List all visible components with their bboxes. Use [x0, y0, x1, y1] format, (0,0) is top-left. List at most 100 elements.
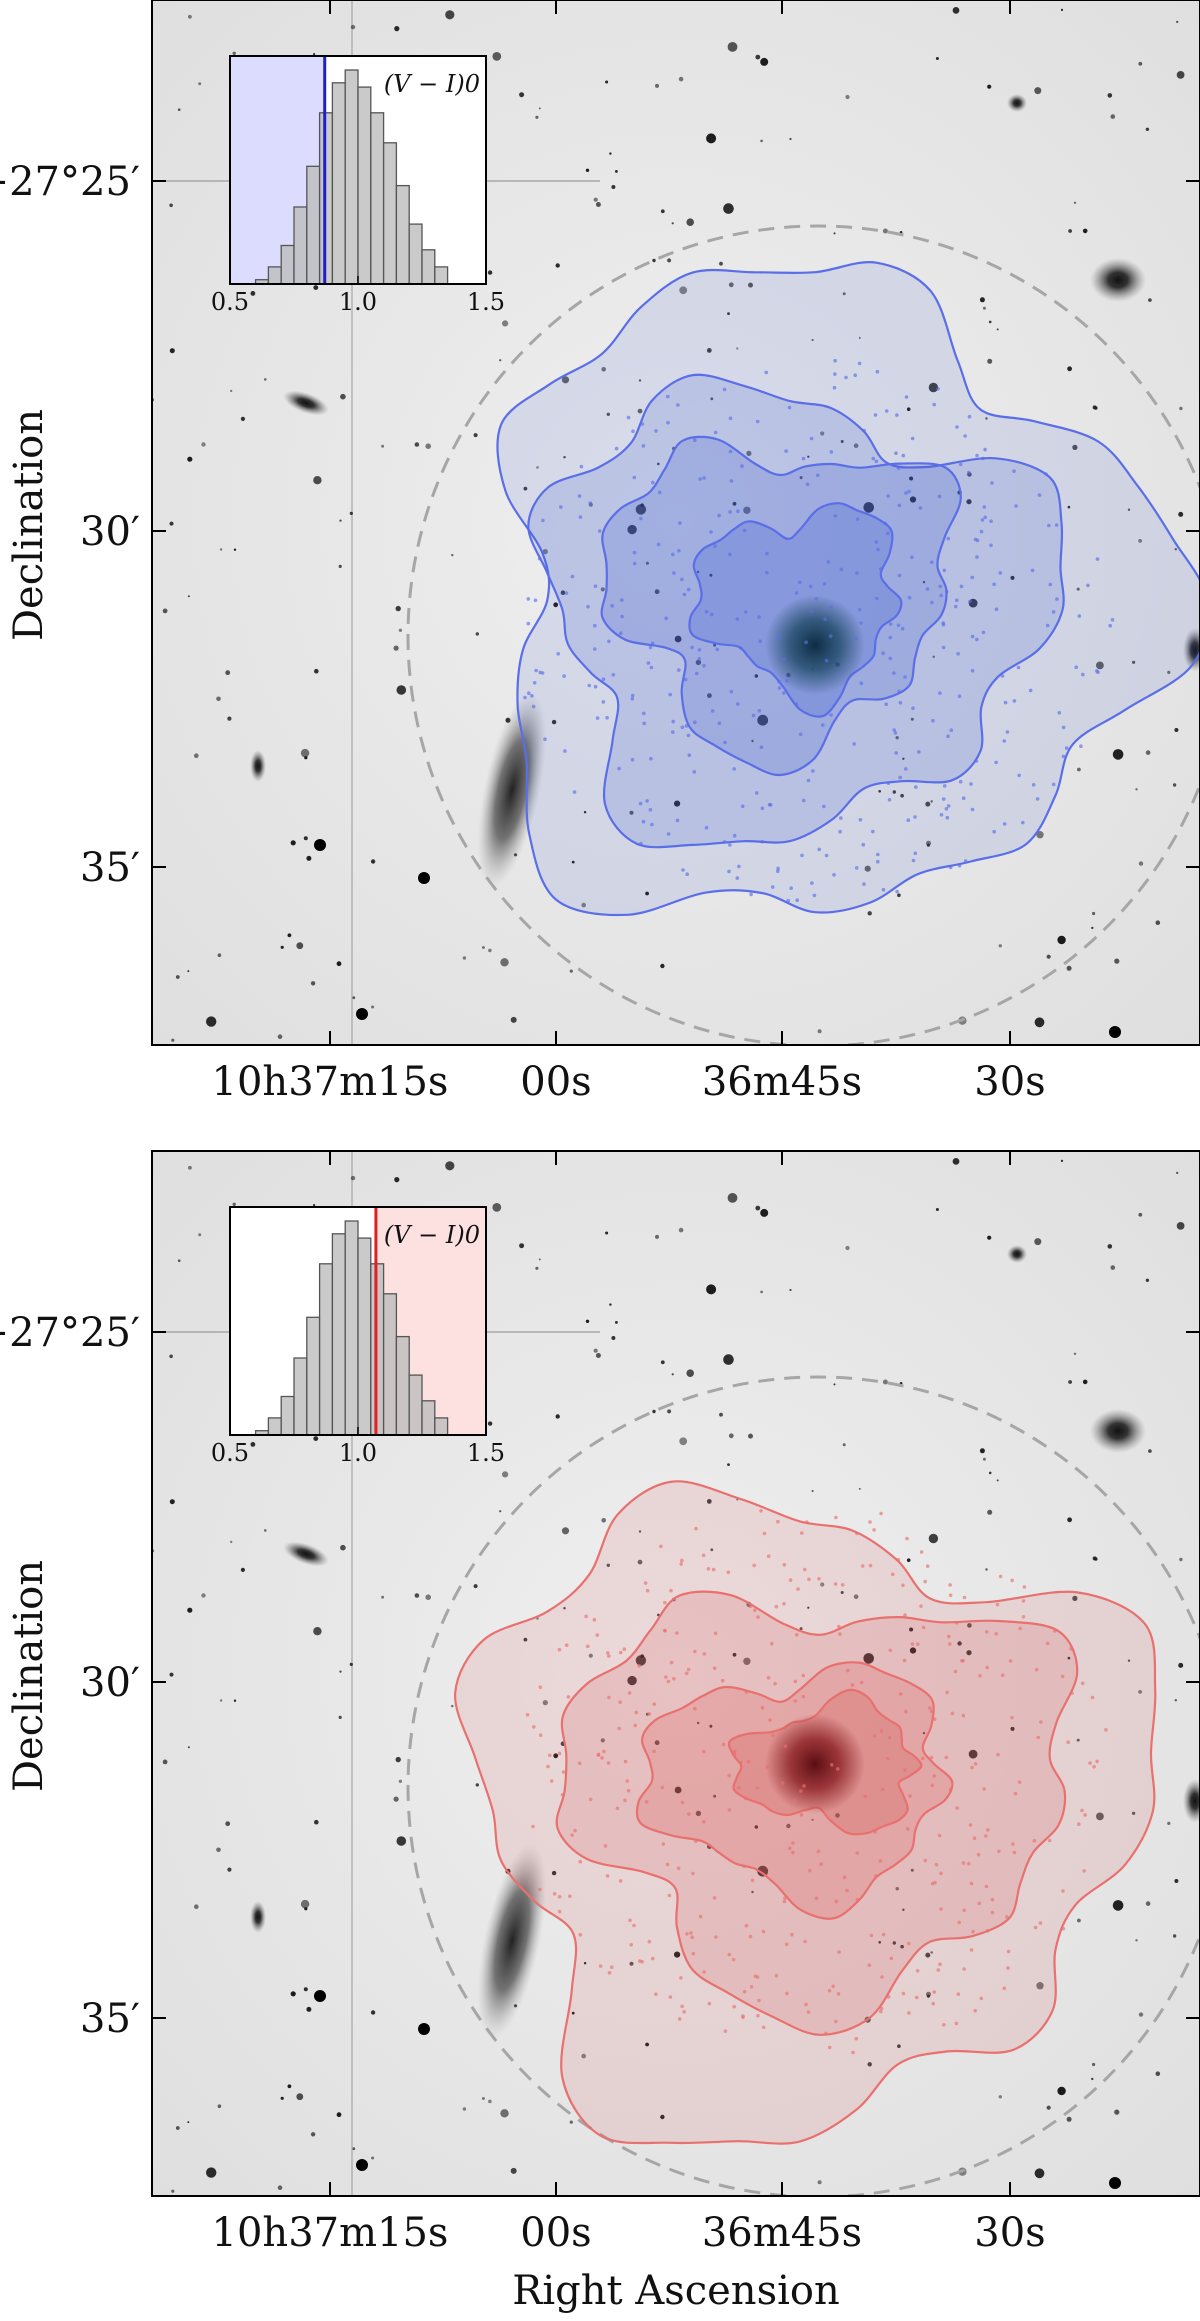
gc-candidate-point [671, 719, 675, 724]
gc-candidate-point [710, 612, 714, 617]
gc-candidate-point [904, 395, 909, 399]
star [799, 1627, 803, 1631]
star [169, 521, 174, 526]
gc-candidate-point [677, 549, 681, 553]
star [878, 1941, 881, 1944]
star [1092, 2062, 1096, 2067]
star [219, 548, 223, 551]
star [500, 958, 509, 967]
gc-candidate-point [962, 1967, 966, 1971]
gc-candidate-point [908, 1794, 912, 1798]
gc-candidate-point [805, 1520, 809, 1524]
star [445, 1161, 455, 1171]
gc-candidate-point [610, 1965, 614, 1969]
gc-candidate-point [687, 753, 692, 757]
gc-candidate-point [1047, 523, 1051, 528]
star [652, 258, 656, 263]
star [719, 261, 723, 266]
star [499, 359, 502, 362]
star [906, 1558, 911, 1562]
gc-candidate-point [717, 721, 722, 725]
gc-candidate-point [981, 456, 985, 461]
star [551, 1870, 557, 1876]
gc-candidate-point [777, 686, 782, 690]
gc-candidate-point [939, 593, 943, 598]
gc-candidate-point [906, 1827, 910, 1831]
gc-candidate-point [886, 1995, 891, 1999]
y-tick-label: 30′ [80, 1660, 140, 1706]
star [1155, 2071, 1161, 2076]
star [600, 1738, 605, 1743]
star [225, 1821, 231, 1827]
gc-candidate-point [948, 865, 953, 870]
star [381, 444, 384, 448]
gc-candidate-point [953, 604, 958, 609]
gc-candidate-point [983, 447, 987, 452]
gc-candidate-point [639, 841, 643, 846]
star [627, 1675, 637, 1686]
star [1091, 926, 1094, 930]
gc-candidate-point [1082, 1869, 1086, 1873]
star [1092, 1556, 1097, 1561]
star [313, 476, 322, 485]
star [655, 83, 659, 88]
gc-candidate-point [827, 2045, 832, 2050]
gc-candidate-point [694, 1526, 698, 1531]
gc-candidate-point [994, 760, 998, 765]
x-tick-label: 30s [974, 1059, 1045, 1105]
galaxy [250, 750, 266, 782]
gc-candidate-point [967, 1861, 971, 1866]
gc-candidate-point [736, 509, 740, 513]
x-tick-label: 10h37m15s [212, 1059, 449, 1105]
gc-candidate-point [566, 1695, 571, 1699]
star [652, 1409, 656, 1414]
gc-candidate-point [904, 767, 908, 771]
gc-candidate-point [944, 807, 949, 811]
gc-candidate-point [782, 657, 786, 661]
gc-candidate-point [642, 711, 646, 716]
gc-candidate-point [1002, 1986, 1007, 1991]
gc-candidate-point [698, 1914, 703, 1919]
star [695, 659, 702, 666]
star [645, 891, 649, 896]
bright-star [1109, 1026, 1121, 1038]
gc-candidate-point [902, 1658, 907, 1663]
star [232, 1202, 236, 1207]
gc-candidate-point [634, 1710, 638, 1715]
gc-candidate-point [610, 604, 614, 608]
star [728, 1433, 734, 1439]
star [1179, 1557, 1183, 1562]
gc-candidate-point [693, 438, 697, 443]
gc-candidate-point [859, 1680, 864, 1685]
star [1145, 1278, 1150, 1283]
gc-candidate-point [758, 639, 762, 643]
gc-candidate-point [946, 804, 951, 808]
gc-candidate-point [990, 1910, 995, 1915]
star [922, 1732, 926, 1735]
gc-candidate-point [792, 1798, 797, 1802]
gc-candidate-point [606, 1761, 611, 1765]
star [902, 757, 905, 760]
star [217, 953, 222, 957]
search-radius-circle [406, 1375, 1200, 2196]
gc-candidate-point [861, 842, 866, 847]
y-tick-label: −27°25′ [0, 1310, 140, 1356]
star [671, 222, 674, 225]
star [1138, 1212, 1143, 1217]
gc-candidate-point [728, 843, 732, 847]
gc-candidate-point [968, 1823, 973, 1827]
star [748, 282, 753, 288]
gc-candidate-point [914, 785, 918, 789]
star [605, 1231, 609, 1235]
gc-candidate-point [543, 737, 547, 741]
star [462, 956, 467, 960]
star [303, 836, 308, 841]
star [867, 2062, 872, 2067]
gc-candidate-point [810, 881, 814, 885]
gc-candidate-point [817, 847, 821, 852]
gc-candidate-point [683, 677, 688, 682]
gc-candidate-point [773, 1681, 777, 1686]
gc-candidate-point [962, 1908, 966, 1913]
star [926, 843, 930, 847]
gc-candidate-point [1077, 1822, 1081, 1826]
